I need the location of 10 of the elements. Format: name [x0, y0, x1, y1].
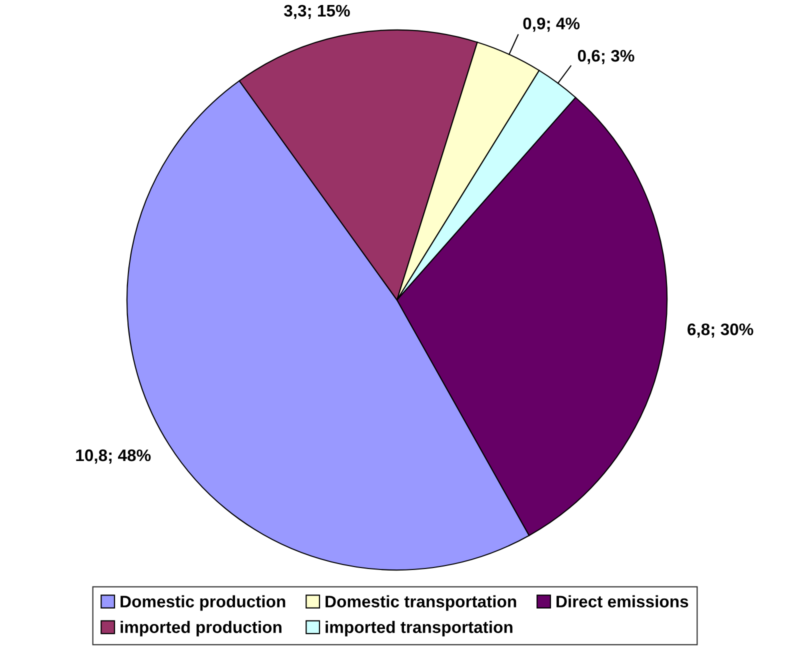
legend-label: Domestic transportation [326, 595, 516, 611]
data-label: 0,6; 3% [578, 50, 634, 64]
legend-label: imported production [120, 620, 282, 636]
data-label: 0,9; 4% [523, 18, 580, 32]
legend-label: Direct emissions [556, 595, 688, 608]
data-label: 6,8; 30% [688, 323, 754, 338]
data-label: 10,8; 48% [76, 449, 151, 464]
legend-label: Domestic production [120, 595, 286, 611]
data-label: 3,3; 15% [284, 4, 350, 20]
legend-label: imported transportation [326, 620, 512, 636]
